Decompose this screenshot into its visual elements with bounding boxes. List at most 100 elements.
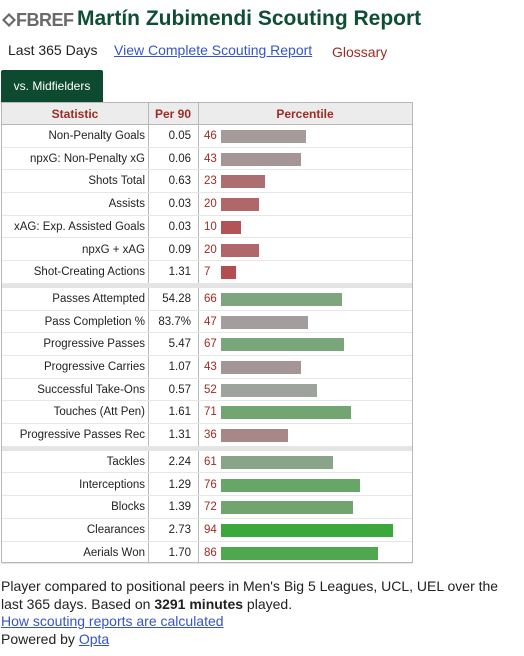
percentile-value: 7 (204, 266, 211, 279)
percentile-bar (221, 383, 317, 397)
stat-name: npxG: Non-Penalty xG (29, 152, 145, 165)
per90-value: 0.63 (168, 175, 191, 188)
header-statistic[interactable]: Statistic (51, 107, 99, 121)
stat-name: Progressive Passes Rec (19, 429, 145, 442)
per90-value: 2.24 (168, 455, 191, 468)
how-calculated-link[interactable]: How scouting reports are calculated (1, 613, 224, 629)
table-row: Blocks 1.39 72 (2, 496, 412, 519)
percentile-value: 43 (204, 152, 217, 165)
percentile-value: 47 (204, 315, 217, 328)
page-title: Martín Zubimendi Scouting Report (77, 7, 422, 30)
percentile-bar (221, 243, 260, 257)
stat-name: Interceptions (79, 478, 145, 491)
fbref-logo-icon (2, 13, 16, 27)
stat-name: Successful Take-Ons (37, 383, 145, 396)
stat-name: Pass Completion % (44, 315, 145, 328)
table-row: Non-Penalty Goals 0.05 46 (2, 125, 412, 148)
table-row: Tackles 2.24 61 (2, 451, 412, 474)
per90-value: 5.47 (168, 338, 191, 351)
comparison-text-end: played. (243, 595, 293, 612)
per90-value: 1.61 (168, 406, 191, 419)
minutes-played: 3291 minutes (154, 595, 244, 612)
stat-name: Non-Penalty Goals (48, 130, 145, 142)
opta-link[interactable]: Opta (78, 630, 110, 647)
percentile-value: 71 (204, 406, 217, 419)
percentile-bar (221, 130, 307, 143)
percentile-bar (221, 315, 308, 329)
scouting-table: Statistic Per 90 Percentile Non-Penalty … (1, 102, 413, 565)
percentile-value: 46 (204, 130, 217, 142)
header-per90[interactable]: Per 90 (154, 107, 192, 121)
table-row: Progressive Carries 1.07 43 (2, 356, 412, 379)
percentile-value: 20 (204, 243, 217, 256)
per90-value: 1.39 (168, 501, 191, 514)
percentile-bar (221, 523, 393, 537)
percentile-value: 66 (204, 292, 217, 305)
report-footer: Player compared to positional peers in M… (1, 578, 521, 648)
percentile-bar (221, 220, 242, 234)
percentile-value: 76 (204, 478, 217, 491)
table-row: Shot-Creating Actions 1.31 7 (2, 261, 412, 284)
percentile-value: 36 (204, 429, 217, 442)
comparison-note: Player compared to positional peers in M… (1, 578, 521, 613)
per90-value: 0.09 (168, 243, 191, 256)
powered-by: Powered by Opta (1, 631, 521, 649)
percentile-bar (221, 175, 265, 189)
table-row: Pass Completion % 83.7% 47 (2, 311, 412, 334)
stat-name: Aerials Won (83, 546, 145, 559)
table-row: Assists 0.03 20 (2, 193, 412, 216)
percentile-value: 67 (204, 338, 217, 351)
percentile-bar (221, 406, 352, 420)
percentile-value: 10 (204, 220, 217, 233)
view-complete-report-link[interactable]: View Complete Scouting Report (114, 42, 313, 58)
per90-value: 0.03 (168, 220, 191, 233)
table-row: Aerials Won 1.70 86 (2, 542, 412, 565)
period-label: Last 365 Days (8, 42, 98, 58)
percentile-value: 20 (204, 198, 217, 211)
percentile-bar (221, 361, 301, 374)
table-row: Progressive Passes Rec 1.31 36 (2, 424, 412, 447)
percentile-bar (221, 429, 288, 443)
percentile-bar (221, 152, 301, 166)
per90-value: 0.57 (168, 383, 191, 396)
per90-value: 1.07 (168, 361, 191, 373)
percentile-bar (221, 266, 236, 280)
per90-value: 0.05 (168, 130, 191, 142)
per90-value: 2.73 (168, 523, 191, 536)
stat-name: Assists (108, 198, 145, 211)
percentile-value: 72 (204, 501, 217, 514)
per90-value: 0.06 (168, 152, 191, 165)
percentile-bar (221, 455, 334, 469)
group-separator (2, 446, 412, 451)
header-percentile[interactable]: Percentile (276, 107, 334, 121)
table-row: Touches (Att Pen) 1.61 71 (2, 401, 412, 425)
table-row: npxG: Non-Penalty xG 0.06 43 (2, 148, 412, 171)
per90-value: 83.7% (158, 315, 191, 328)
glossary-link[interactable]: Glossary (332, 44, 388, 60)
group-separator (2, 283, 412, 288)
table-row: npxG + xAG 0.09 20 (2, 239, 412, 262)
stat-name: Shots Total (88, 175, 145, 188)
table-row: xAG: Exp. Assisted Goals 0.03 10 (2, 216, 412, 239)
percentile-value: 61 (204, 455, 217, 468)
page-header: FBREF Martín Zubimendi Scouting Report (0, 4, 524, 36)
percentile-value: 43 (204, 361, 217, 373)
percentile-value: 23 (204, 175, 217, 188)
per90-value: 1.29 (168, 478, 191, 491)
stat-name: Clearances (86, 523, 145, 536)
stat-name: xAG: Exp. Assisted Goals (13, 220, 145, 233)
table-row: Interceptions 1.29 76 (2, 474, 412, 497)
tab-vs-midfielders[interactable]: vs. Midfielders (1, 70, 103, 102)
stat-name: Progressive Passes (43, 338, 145, 351)
stat-name: npxG + xAG (82, 243, 145, 256)
table-row: Successful Take-Ons 0.57 52 (2, 379, 412, 402)
table-row: Clearances 2.73 94 (2, 519, 412, 542)
stat-name: Touches (Att Pen) (53, 406, 145, 419)
stat-name: Tackles (106, 455, 145, 468)
percentile-bar (221, 292, 343, 306)
report-links: Last 365 Days View Complete Scouting Rep… (0, 40, 524, 62)
percentile-value: 86 (204, 546, 217, 559)
percentile-bar (221, 546, 379, 560)
fbref-logo[interactable]: FBREF (16, 10, 74, 30)
table-header: Statistic Per 90 Percentile (2, 103, 412, 125)
